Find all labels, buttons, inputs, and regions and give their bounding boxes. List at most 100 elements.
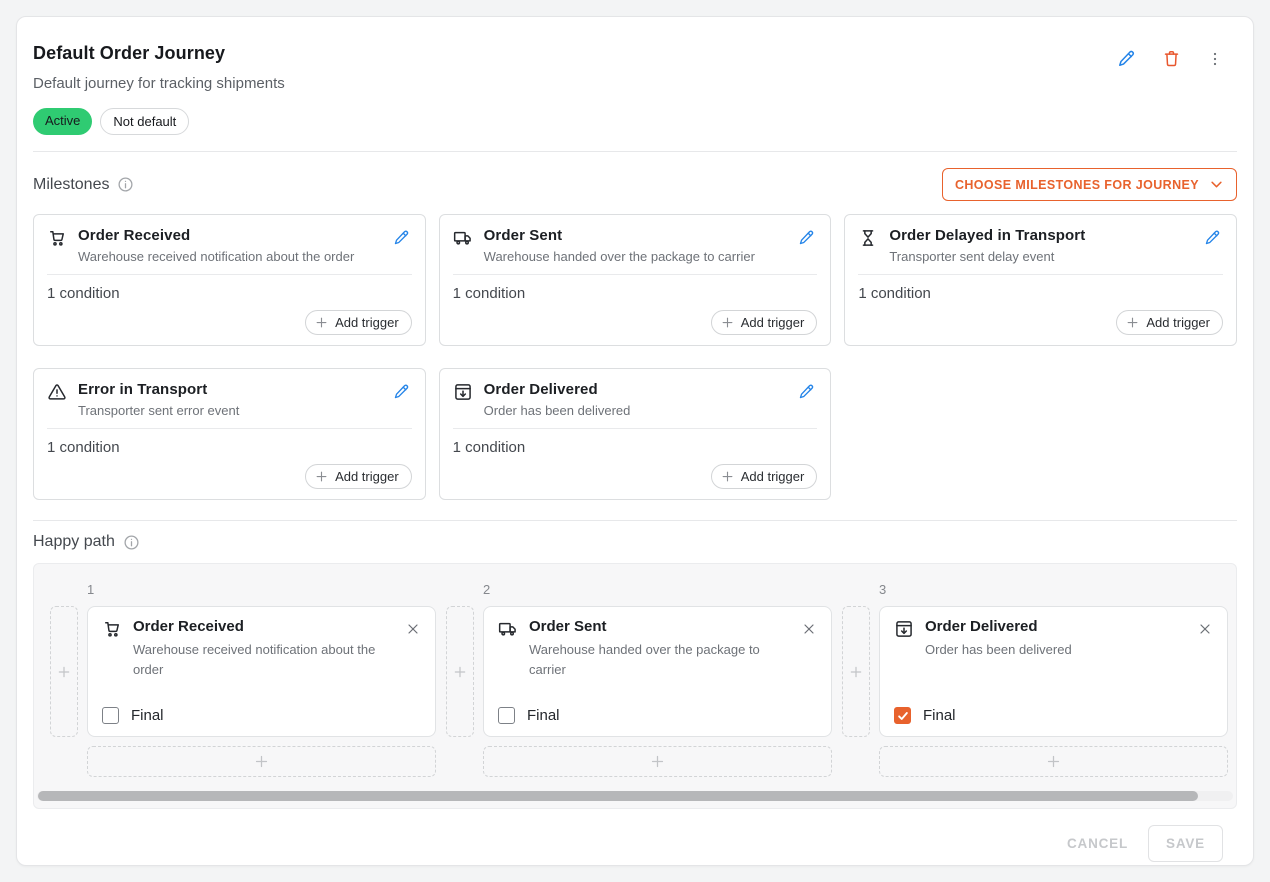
badge-row: Active Not default [33, 108, 1237, 135]
final-label: Final [527, 707, 560, 724]
milestone-card: Order Sent Warehouse handed over the pac… [438, 214, 832, 346]
default-state-badge: Not default [100, 108, 190, 135]
hourglass-icon [858, 228, 878, 248]
milestones-grid: Order Received Warehouse received notifi… [33, 214, 1237, 500]
final-checkbox-row[interactable]: Final [102, 707, 421, 724]
milestone-description: Transporter sent error event [78, 403, 240, 418]
happy-path-step-card: Order Sent Warehouse handed over the pac… [483, 606, 832, 737]
box-arrow-down-icon [894, 619, 914, 639]
close-icon [1197, 621, 1213, 637]
close-icon [405, 621, 421, 637]
milestone-card-divider [452, 428, 818, 429]
pencil-icon [798, 383, 815, 400]
insert-step-drop-zone[interactable] [50, 606, 78, 737]
happy-path-step-card: Order Delivered Order has been delivered… [879, 606, 1228, 737]
happy-path-section-title: Happy path [33, 533, 115, 550]
final-checkbox[interactable] [498, 707, 515, 724]
milestones-section: Milestones CHOOSE MILESTONES FOR JOURNEY… [17, 152, 1253, 520]
add-trigger-button[interactable]: Add trigger [305, 464, 412, 489]
step-number: 2 [483, 582, 491, 597]
final-checkbox-row[interactable]: Final [894, 707, 1213, 724]
plus-icon [720, 469, 735, 484]
kebab-menu-icon [1207, 50, 1223, 68]
milestone-description: Warehouse handed over the package to car… [483, 249, 755, 264]
edit-milestone-button[interactable] [1202, 227, 1223, 248]
milestone-title: Order Received [78, 227, 191, 244]
final-checkbox[interactable] [102, 707, 119, 724]
add-trigger-label: Add trigger [1146, 315, 1210, 330]
plus-icon [649, 753, 666, 770]
condition-count: 1 condition [452, 439, 526, 456]
milestone-card-divider [858, 274, 1223, 275]
plus-icon [452, 664, 468, 680]
add-trigger-button[interactable]: Add trigger [710, 464, 818, 489]
plus-icon [1045, 753, 1062, 770]
happy-path-section: Happy path 1 Order Received Warehouse re… [17, 521, 1253, 825]
chevron-down-icon [1209, 177, 1224, 192]
happy-path-column: 2 Order Sent Warehouse handed over the p… [446, 577, 832, 777]
remove-step-button[interactable] [1195, 619, 1215, 639]
journey-header: Default Order Journey Default journey fo… [17, 17, 1253, 151]
remove-step-button[interactable] [403, 619, 423, 639]
add-trigger-label: Add trigger [740, 469, 805, 484]
milestone-card: Error in Transport Transporter sent erro… [33, 368, 426, 500]
info-icon[interactable] [117, 176, 134, 193]
remove-step-button[interactable] [799, 619, 819, 639]
pencil-icon [393, 383, 410, 400]
edit-milestone-button[interactable] [796, 227, 817, 248]
add-trigger-label: Add trigger [335, 469, 399, 484]
milestone-card-divider [47, 274, 412, 275]
choose-milestones-button[interactable]: CHOOSE MILESTONES FOR JOURNEY [941, 168, 1237, 201]
add-trigger-button[interactable]: Add trigger [710, 310, 818, 335]
choose-milestones-label: CHOOSE MILESTONES FOR JOURNEY [954, 177, 1199, 192]
add-step-button[interactable] [879, 746, 1228, 777]
condition-count: 1 condition [47, 439, 120, 456]
add-trigger-button[interactable]: Add trigger [305, 310, 412, 335]
form-footer: CANCEL SAVE [17, 825, 1253, 865]
info-icon[interactable] [123, 534, 140, 551]
condition-count: 1 condition [47, 285, 120, 302]
insert-step-drop-zone[interactable] [842, 606, 870, 737]
edit-journey-button[interactable] [1115, 47, 1138, 70]
section-divider [33, 520, 1237, 521]
plus-icon [314, 469, 329, 484]
add-trigger-label: Add trigger [335, 315, 399, 330]
add-step-button[interactable] [483, 746, 832, 777]
horizontal-scrollbar-track[interactable] [37, 791, 1233, 801]
step-title: Order Received [133, 618, 244, 635]
horizontal-scrollbar-thumb[interactable] [38, 791, 1198, 801]
step-title: Order Sent [529, 618, 607, 635]
edit-milestone-button[interactable] [391, 381, 412, 402]
pencil-icon [393, 229, 410, 246]
plus-icon [314, 315, 329, 330]
cart-icon [47, 228, 67, 248]
save-button[interactable]: SAVE [1148, 825, 1223, 862]
add-step-button[interactable] [87, 746, 436, 777]
insert-step-drop-zone[interactable] [446, 606, 474, 737]
happy-path-step-card: Order Received Warehouse received notifi… [87, 606, 436, 737]
milestone-card-divider [47, 428, 412, 429]
milestone-card-divider [452, 274, 818, 275]
final-checkbox[interactable] [894, 707, 911, 724]
final-checkbox-row[interactable]: Final [498, 707, 817, 724]
happy-path-column: 3 Order Delivered Order has been deliver… [842, 577, 1228, 777]
truck-icon [453, 228, 473, 248]
step-number: 1 [87, 582, 95, 597]
milestone-card: Order Received Warehouse received notifi… [33, 214, 426, 346]
milestone-title: Order Delivered [483, 381, 598, 398]
edit-milestone-button[interactable] [391, 227, 412, 248]
truck-icon [498, 619, 518, 639]
happy-path-panel: 1 Order Received Warehouse received noti… [33, 563, 1237, 809]
milestone-card: Order Delayed in Transport Transporter s… [844, 214, 1237, 346]
plus-icon [720, 315, 735, 330]
add-trigger-button[interactable]: Add trigger [1116, 310, 1223, 335]
edit-milestone-button[interactable] [796, 381, 817, 402]
delete-journey-button[interactable] [1160, 47, 1183, 70]
condition-count: 1 condition [452, 285, 526, 302]
status-badge: Active [33, 108, 93, 135]
more-menu-button[interactable] [1205, 48, 1225, 70]
milestone-title: Order Sent [483, 227, 563, 244]
step-title: Order Delivered [925, 618, 1038, 635]
warning-triangle-icon [47, 382, 67, 402]
cancel-button[interactable]: CANCEL [1061, 828, 1134, 859]
